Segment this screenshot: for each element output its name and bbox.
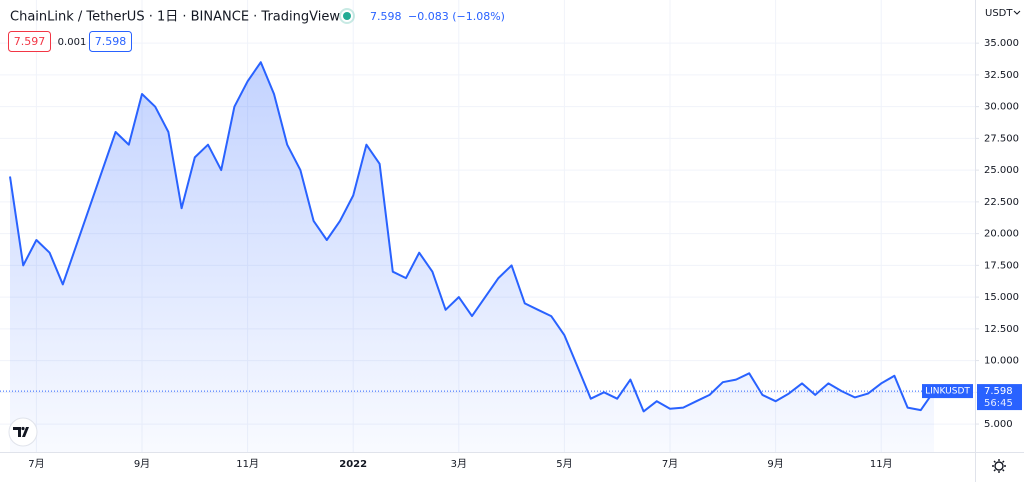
ask: 7.598 — [95, 35, 127, 48]
logo-bg — [8, 417, 38, 447]
x-tick-label: 7月 — [28, 458, 44, 470]
tradingview-logo[interactable] — [8, 417, 38, 447]
spread: 0.001 — [58, 37, 87, 48]
y-tick-label: 25.000 — [984, 165, 1019, 176]
x-tick-label: 2022 — [339, 459, 367, 470]
x-tick-label: 7月 — [662, 458, 678, 470]
countdown-label: 56:45 — [984, 398, 1013, 409]
x-tick-label: 11月 — [236, 458, 259, 470]
currency-caret — [1013, 10, 1021, 15]
y-tick-label: 17.500 — [984, 260, 1019, 271]
symbol-tag — [922, 384, 973, 399]
price-tag-label: 7.598 — [984, 386, 1013, 397]
chart-title: ChainLink / TetherUS · 1日 · BINANCE · Tr… — [10, 10, 340, 25]
buy-button[interactable] — [89, 31, 132, 52]
price-line — [9, 61, 935, 413]
header-change: −0.083 (−1.08%) — [408, 10, 505, 23]
x-tick-label: 3月 — [451, 458, 467, 470]
header-price: 7.598 — [370, 10, 402, 23]
currency-label[interactable]: USDT — [985, 8, 1013, 19]
price-tag — [977, 384, 1022, 411]
bid: 7.597 — [14, 35, 46, 48]
sell-button[interactable] — [8, 31, 51, 52]
y-tick-label: 20.000 — [984, 229, 1019, 240]
y-tick-label: 12.500 — [984, 324, 1019, 335]
x-tick-label: 5月 — [556, 458, 572, 470]
market-status-ring — [339, 8, 355, 24]
y-tick-label: 27.500 — [984, 133, 1019, 144]
x-tick-label: 11月 — [870, 458, 893, 470]
y-tick-label: 5.000 — [984, 419, 1013, 430]
settings-icon[interactable] — [992, 459, 1006, 473]
logo-dot — [21, 426, 25, 431]
axes: 5.0007.50010.00012.50015.00017.50020.000… — [28, 38, 1022, 470]
y-tick-label: 22.500 — [984, 197, 1019, 208]
plot — [0, 61, 975, 452]
y-tick-label: 10.000 — [984, 356, 1019, 367]
y-tick-label: 30.000 — [984, 102, 1019, 113]
logo-mark — [13, 427, 29, 437]
gear-teeth — [992, 459, 1006, 473]
area-fill — [10, 62, 934, 452]
x-tick-label: 9月 — [134, 458, 150, 470]
gear-ring — [994, 461, 1004, 471]
x-tick-label: 9月 — [767, 458, 783, 470]
y-tick-label: 35.000 — [984, 38, 1019, 49]
y-tick-label: 15.000 — [984, 292, 1019, 303]
y-tick-label: 32.500 — [984, 70, 1019, 81]
market-status[interactable] — [343, 12, 351, 20]
symbol-tag-label: LINKUSDT — [925, 387, 970, 397]
